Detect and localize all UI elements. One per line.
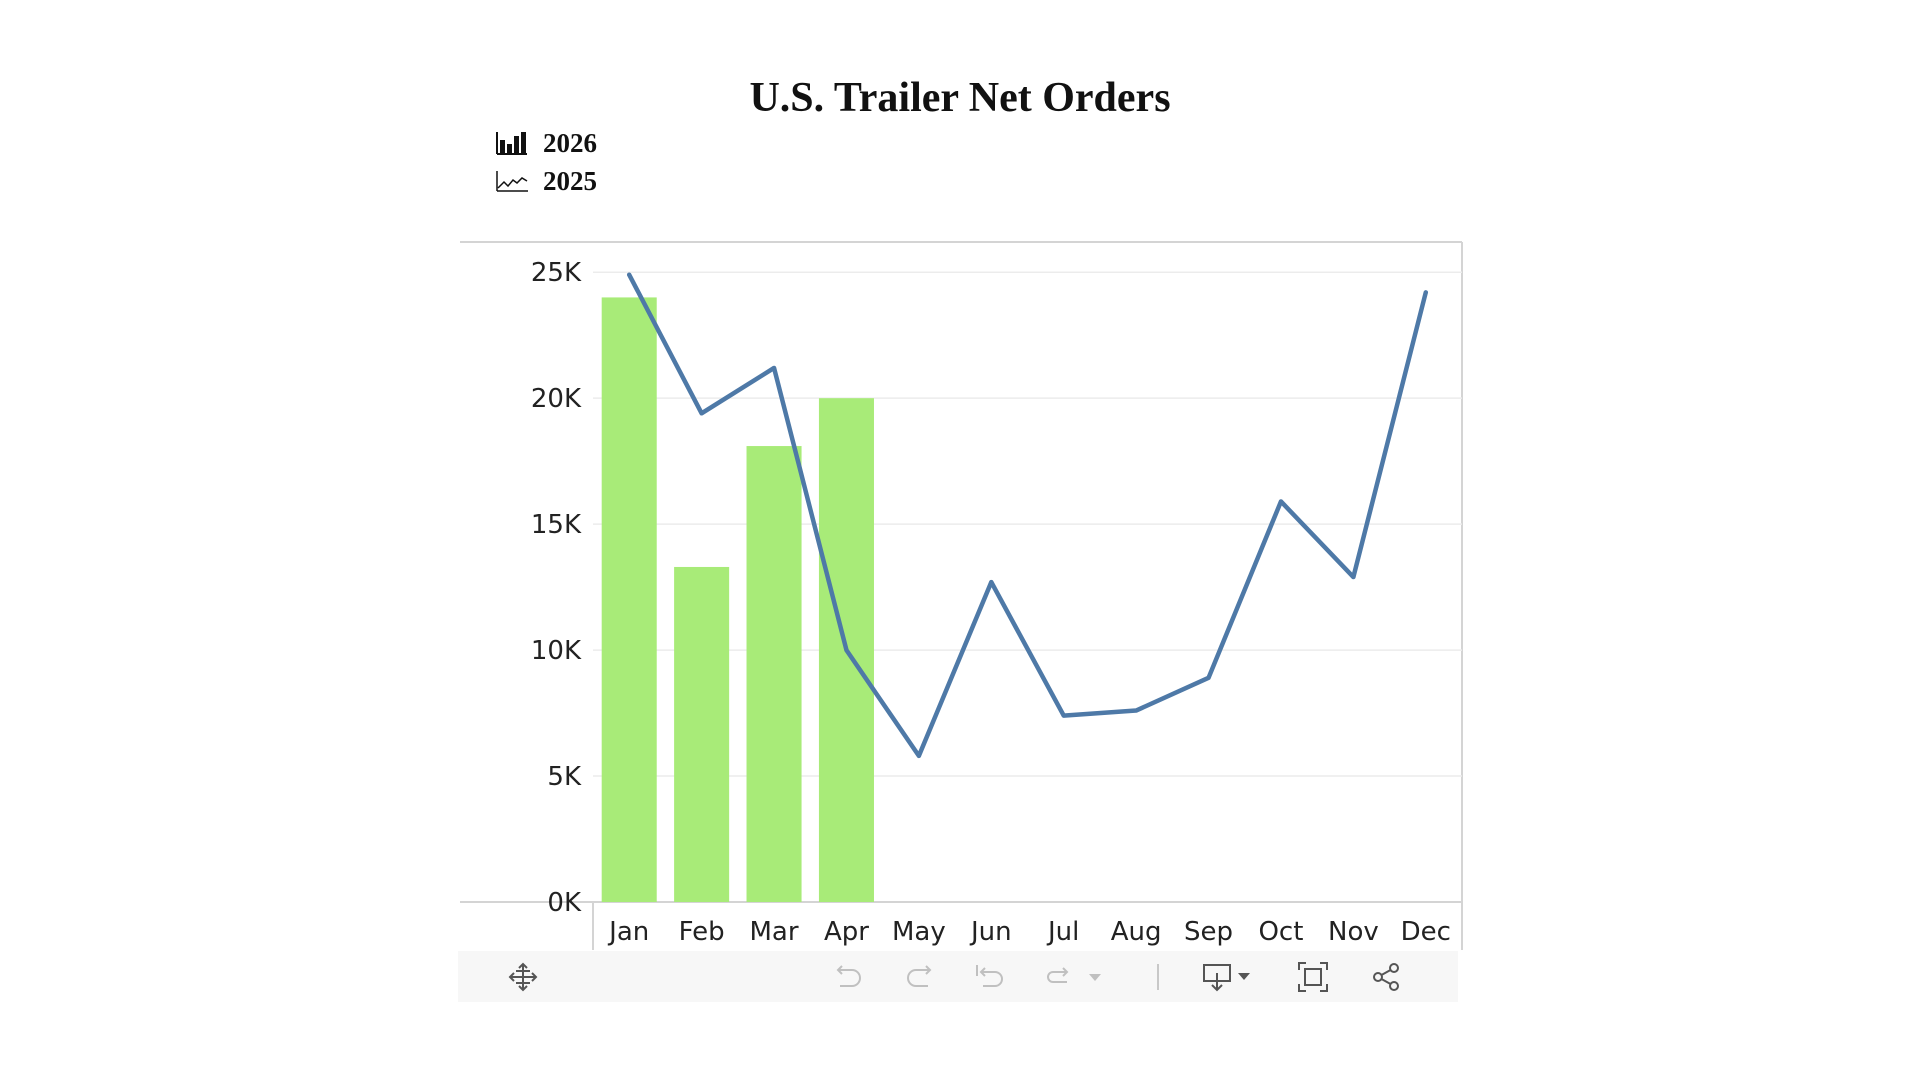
fullscreen-icon[interactable] (1293, 951, 1333, 1002)
point-dec (1423, 290, 1428, 295)
undo-icon[interactable] (828, 951, 868, 1002)
point-apr (844, 648, 849, 653)
y-axis-ticks: 0K 5K 10K 15K 20K 25K (531, 258, 582, 918)
viz-toolbar (458, 951, 1458, 1002)
legend-label-2026: 2026 (543, 127, 597, 158)
point-mar (772, 365, 777, 370)
y-tick-label: 10K (531, 636, 582, 666)
bar-feb (674, 566, 730, 902)
series-line-2025 (626, 272, 1429, 759)
point-sep (1206, 675, 1211, 680)
share-icon[interactable] (1366, 951, 1406, 1002)
y-tick-label: 25K (531, 258, 582, 288)
x-tick-label: Jun (969, 917, 1012, 947)
point-nov (1351, 575, 1356, 580)
gridlines (593, 271, 1462, 777)
point-may (916, 753, 921, 758)
toolbar-divider (1153, 951, 1163, 1002)
legend-label-2025: 2025 (543, 165, 597, 196)
x-tick-label: Mar (750, 917, 799, 947)
chart-title: U.S. Trailer Net Orders (749, 75, 1171, 121)
bar-mar (746, 446, 802, 902)
y-tick-label: 15K (531, 510, 582, 540)
x-axis-ticks: Jan Feb Mar Apr May Jun Jul Aug Sep Oct Nov Dec (607, 917, 1451, 947)
download-icon[interactable] (1198, 951, 1258, 1002)
refresh-icon[interactable] (1040, 951, 1080, 1002)
revert-icon[interactable] (970, 951, 1010, 1002)
x-tick-label: Dec (1401, 917, 1451, 947)
y-tick-label: 0K (547, 888, 582, 918)
line-series-2025 (626, 272, 1429, 759)
bar-chart-icon (496, 132, 527, 155)
point-oct (1278, 499, 1283, 504)
x-tick-label: Jan (607, 917, 649, 947)
x-tick-label: Sep (1184, 917, 1233, 947)
point-jan (627, 272, 632, 277)
x-tick-label: Aug (1111, 917, 1162, 947)
point-jul (1061, 713, 1066, 718)
x-tick-label: Jul (1046, 917, 1079, 947)
x-tick-label: Oct (1258, 917, 1303, 947)
point-aug (1134, 708, 1139, 713)
legend: 2026 2025 (495, 124, 597, 200)
y-tick-label: 5K (547, 762, 582, 792)
x-tick-label: Feb (679, 917, 725, 947)
legend-item-2026[interactable]: 2026 (495, 124, 597, 162)
bar-series-2026 (601, 297, 874, 902)
x-tick-label: Apr (824, 917, 869, 947)
y-tick-label: 20K (531, 384, 582, 414)
legend-item-2025[interactable]: 2025 (495, 162, 597, 200)
pan-icon[interactable] (503, 951, 543, 1002)
line-chart-icon (496, 171, 528, 192)
redo-icon[interactable] (900, 951, 940, 1002)
pause-dropdown-icon[interactable] (1084, 951, 1106, 1002)
x-tick-label: Nov (1328, 917, 1379, 947)
point-jun (989, 580, 994, 585)
x-tick-label: May (892, 917, 946, 947)
point-feb (699, 411, 704, 416)
bar-jan (601, 297, 657, 902)
